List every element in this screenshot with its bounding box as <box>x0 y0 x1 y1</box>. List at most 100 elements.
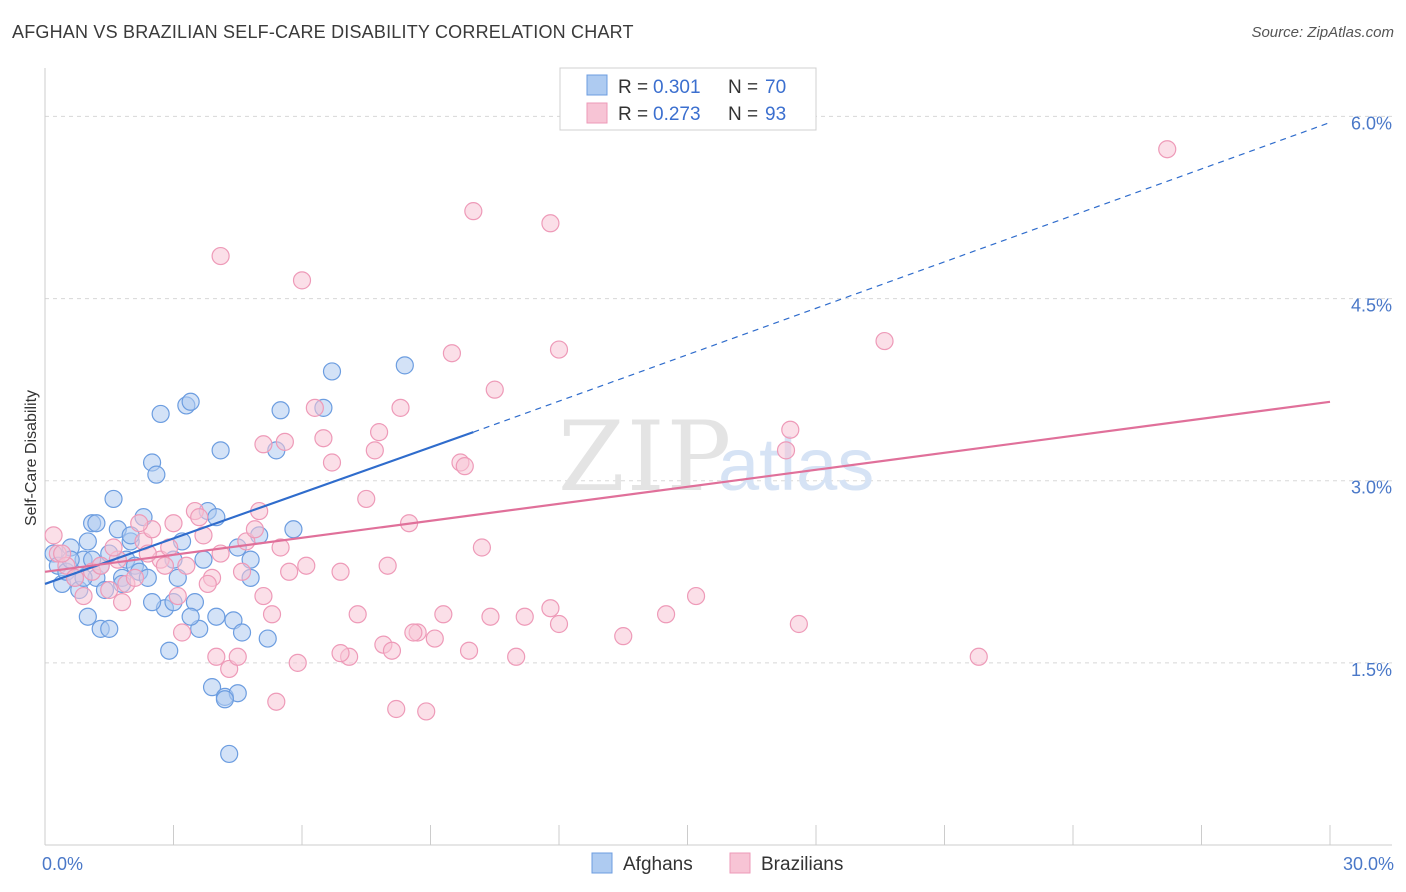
legend-swatch-afghans <box>586 74 608 96</box>
point-brazilians-26 <box>262 605 282 624</box>
point-brazilians-49 <box>459 641 479 660</box>
point-brazilians-72 <box>164 514 183 533</box>
point-brazilians-22 <box>228 647 247 666</box>
point-brazilians-77 <box>254 435 273 454</box>
legend-r-label-brazilians: R = <box>618 104 648 125</box>
point-brazilians-83 <box>104 538 123 557</box>
point-brazilians-74 <box>155 556 175 575</box>
axes <box>44 68 1392 846</box>
point-brazilians-29 <box>288 653 307 672</box>
point-brazilians-62 <box>481 607 500 626</box>
point-afghans-27 <box>160 641 179 660</box>
point-brazilians-47 <box>442 344 462 363</box>
point-brazilians-81 <box>172 623 192 642</box>
point-brazilians-57 <box>455 457 474 476</box>
watermark: ZIP atlas <box>558 401 874 513</box>
legend-n-label-brazilians: N = <box>728 104 758 125</box>
point-afghans-57 <box>284 520 303 539</box>
trend-line-brazilians <box>44 400 1331 573</box>
legend-box: R = 0.301 N = 70 R = 0.273 N = 93 <box>559 67 817 131</box>
point-brazilians-92 <box>404 623 423 642</box>
point-afghans-64 <box>142 593 162 612</box>
legend-r-value-afghans: 0.301 <box>653 77 701 98</box>
point-brazilians-53 <box>541 214 560 233</box>
point-brazilians-80 <box>232 562 252 581</box>
x-tick-label-1: 30.0% <box>1343 854 1394 874</box>
point-brazilians-37 <box>357 489 376 509</box>
point-brazilians-4 <box>74 586 93 606</box>
point-afghans-47 <box>215 690 234 709</box>
point-brazilians-28 <box>280 562 299 581</box>
legend-r-value-brazilians: 0.273 <box>653 104 701 125</box>
point-brazilians-58 <box>515 607 534 626</box>
bottom-legend-label-brazilians: Brazilians <box>761 854 843 875</box>
point-brazilians-67 <box>776 441 796 460</box>
chart-source: Source: ZipAtlas.com <box>1251 24 1394 41</box>
point-brazilians-88 <box>331 644 350 663</box>
point-afghans-41 <box>220 744 239 764</box>
point-brazilians-31 <box>305 398 324 417</box>
point-brazilians-32 <box>314 429 333 448</box>
point-brazilians-78 <box>370 423 389 442</box>
point-brazilians-82 <box>130 514 149 533</box>
point-brazilians-7 <box>100 580 119 600</box>
point-brazilians-90 <box>112 593 132 612</box>
point-brazilians-56 <box>472 538 491 557</box>
point-brazilians-3 <box>65 568 85 587</box>
grid-lines <box>45 115 1392 664</box>
point-afghans-39 <box>211 441 230 460</box>
point-brazilians-85 <box>207 647 226 666</box>
point-afghans-53 <box>78 607 97 626</box>
point-brazilians-46 <box>434 605 453 624</box>
point-brazilians-10 <box>125 568 145 587</box>
point-brazilians-40 <box>382 641 402 660</box>
point-afghans-8 <box>78 532 97 551</box>
legend-r-label-afghans: R = <box>618 77 648 98</box>
bottom-legend: Afghans Brazilians <box>591 852 843 875</box>
point-brazilians-91 <box>53 544 72 563</box>
point-brazilians-76 <box>275 432 294 451</box>
point-brazilians-41 <box>391 398 410 417</box>
point-afghans-52 <box>100 619 119 638</box>
point-brazilians-73 <box>190 508 209 527</box>
trend-line-afghans <box>44 431 474 585</box>
y-tick-label-3: 6.0% <box>1351 113 1392 133</box>
point-brazilians-68 <box>789 614 808 634</box>
point-brazilians-63 <box>614 627 633 646</box>
point-afghans-60 <box>395 356 414 375</box>
y-tick-label-0: 1.5% <box>1351 660 1392 680</box>
point-afghans-32 <box>181 392 200 411</box>
point-brazilians-70 <box>969 647 988 666</box>
point-brazilians-16 <box>177 556 196 575</box>
point-brazilians-27 <box>271 538 290 557</box>
point-brazilians-24 <box>245 520 264 539</box>
point-brazilians-86 <box>267 692 286 711</box>
legend-n-value-brazilians: 93 <box>765 104 786 125</box>
point-brazilians-44 <box>417 702 436 721</box>
legend-swatch-brazilians <box>586 102 608 124</box>
point-brazilians-66 <box>781 420 800 439</box>
y-tick-label-2: 4.5% <box>1351 296 1392 316</box>
point-brazilians-33 <box>322 453 342 472</box>
point-brazilians-51 <box>292 271 312 290</box>
trend-lines <box>44 121 1331 585</box>
y-tick-label-1: 3.0% <box>1351 478 1392 498</box>
watermark-zip: ZIP <box>558 401 733 513</box>
point-brazilians-36 <box>348 605 367 624</box>
legend-n-value-afghans: 70 <box>765 77 786 98</box>
point-brazilians-30 <box>297 556 316 575</box>
bottom-legend-swatch-brazilians <box>729 852 751 874</box>
point-brazilians-55 <box>485 380 504 399</box>
point-afghans-44 <box>232 623 252 642</box>
point-brazilians-71 <box>1158 140 1177 159</box>
point-brazilians-34 <box>331 562 350 581</box>
point-brazilians-0 <box>44 526 63 545</box>
trend-line-extension-afghans <box>473 121 1331 433</box>
point-afghans-48 <box>207 607 226 626</box>
point-brazilians-59 <box>541 599 560 618</box>
point-afghans-24 <box>147 465 166 484</box>
point-afghans-35 <box>194 550 213 569</box>
point-afghans-25 <box>151 404 170 424</box>
point-brazilians-50 <box>211 246 230 266</box>
